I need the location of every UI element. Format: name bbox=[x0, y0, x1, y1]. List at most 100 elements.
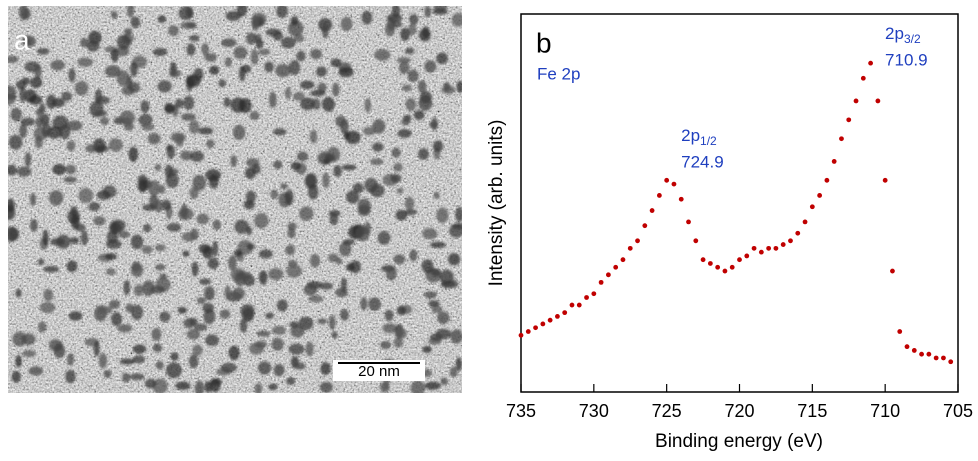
particle bbox=[122, 372, 131, 383]
particle bbox=[342, 239, 355, 246]
particle bbox=[16, 166, 32, 177]
particle bbox=[191, 261, 199, 277]
particle bbox=[396, 187, 404, 194]
particle bbox=[418, 28, 431, 42]
particle bbox=[130, 263, 144, 278]
data-point bbox=[795, 230, 801, 236]
particle bbox=[109, 299, 121, 310]
particle bbox=[430, 241, 446, 249]
particle bbox=[239, 65, 246, 82]
particle bbox=[161, 199, 172, 211]
particle bbox=[8, 134, 23, 150]
particle bbox=[8, 164, 18, 176]
particle bbox=[272, 31, 283, 41]
particle bbox=[322, 96, 335, 112]
particle bbox=[180, 150, 193, 161]
particle bbox=[285, 244, 295, 256]
particle bbox=[8, 198, 15, 213]
data-point bbox=[598, 279, 604, 285]
particle bbox=[155, 361, 164, 370]
particle bbox=[223, 97, 231, 108]
particle bbox=[315, 66, 327, 77]
data-point bbox=[788, 238, 793, 244]
particle bbox=[105, 65, 121, 78]
particle bbox=[196, 296, 207, 305]
particle bbox=[105, 252, 117, 260]
particle bbox=[221, 38, 237, 48]
data-point bbox=[868, 60, 873, 66]
particle bbox=[43, 288, 54, 302]
particle bbox=[404, 196, 415, 211]
data-point bbox=[911, 348, 917, 353]
particle bbox=[372, 142, 384, 152]
scale-bar-label: 20 nm bbox=[358, 363, 400, 380]
particle bbox=[422, 228, 438, 240]
particle bbox=[48, 190, 64, 206]
particle bbox=[310, 253, 321, 268]
particle bbox=[287, 222, 297, 230]
particle bbox=[110, 48, 119, 63]
particle bbox=[384, 22, 396, 37]
particle bbox=[449, 366, 458, 378]
peak-label-subscript: 3/2 bbox=[904, 32, 921, 46]
particle bbox=[357, 204, 371, 217]
particle bbox=[98, 353, 108, 369]
particle bbox=[393, 254, 406, 265]
particle bbox=[96, 190, 111, 201]
particle bbox=[8, 55, 19, 64]
data-point bbox=[890, 268, 895, 274]
data-point bbox=[860, 75, 866, 81]
particle bbox=[119, 110, 136, 126]
particle bbox=[59, 124, 71, 140]
particle bbox=[335, 287, 348, 298]
data-point bbox=[773, 245, 779, 251]
particle bbox=[256, 330, 271, 337]
particle bbox=[290, 161, 302, 171]
particle bbox=[22, 349, 36, 358]
panel-label: b bbox=[536, 27, 552, 58]
particle bbox=[228, 255, 237, 271]
particle bbox=[66, 353, 75, 366]
particle bbox=[19, 123, 28, 138]
particle bbox=[212, 219, 222, 231]
x-tick-label: 730 bbox=[579, 401, 609, 421]
particle bbox=[352, 182, 364, 194]
particle bbox=[224, 57, 232, 68]
particle bbox=[328, 315, 336, 330]
data-point bbox=[525, 329, 531, 334]
particle bbox=[300, 97, 315, 111]
particle bbox=[164, 104, 176, 113]
particle bbox=[418, 148, 429, 160]
particle bbox=[280, 183, 288, 190]
particle bbox=[205, 334, 219, 347]
particle bbox=[43, 265, 60, 273]
particle bbox=[219, 309, 231, 319]
data-point bbox=[620, 257, 626, 263]
particle bbox=[382, 323, 398, 334]
particle bbox=[56, 234, 71, 249]
particle bbox=[194, 380, 205, 393]
particle bbox=[424, 291, 437, 299]
particle bbox=[374, 48, 391, 61]
particle bbox=[288, 60, 301, 76]
particle bbox=[331, 331, 338, 339]
particle bbox=[117, 324, 133, 333]
particle bbox=[193, 68, 204, 81]
particle bbox=[40, 113, 50, 126]
data-point bbox=[584, 295, 589, 300]
particle bbox=[276, 299, 288, 312]
particle bbox=[119, 358, 136, 365]
data-point bbox=[656, 193, 662, 198]
particle bbox=[181, 113, 196, 121]
particle bbox=[186, 6, 193, 18]
particle bbox=[338, 66, 354, 78]
particle bbox=[189, 150, 204, 162]
data-point bbox=[540, 321, 546, 327]
particle bbox=[199, 278, 211, 285]
particle bbox=[198, 243, 211, 254]
particle bbox=[417, 80, 427, 93]
particle bbox=[257, 361, 272, 375]
x-tick-label: 720 bbox=[724, 401, 754, 421]
particle bbox=[271, 325, 286, 335]
plot-frame bbox=[520, 13, 959, 393]
